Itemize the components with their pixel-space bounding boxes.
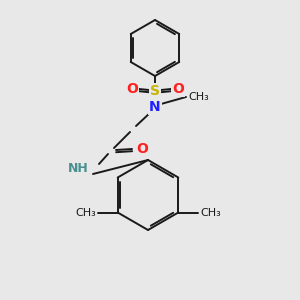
Text: S: S <box>150 84 160 98</box>
Text: NH: NH <box>68 163 89 176</box>
Text: N: N <box>149 100 161 114</box>
Text: CH₃: CH₃ <box>188 92 209 102</box>
Text: O: O <box>172 82 184 96</box>
Text: CH₃: CH₃ <box>200 208 221 218</box>
Text: O: O <box>126 82 138 96</box>
Text: O: O <box>136 142 148 156</box>
Text: CH₃: CH₃ <box>75 208 96 218</box>
